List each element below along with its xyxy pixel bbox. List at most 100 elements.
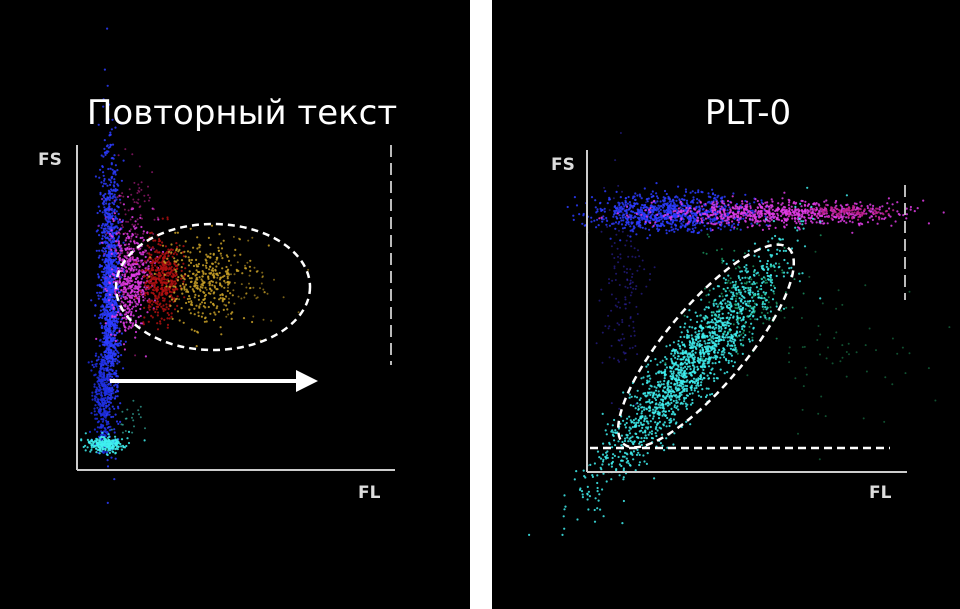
dot [109,167,112,170]
dot [134,281,137,284]
dot [114,328,117,331]
dot [183,296,186,299]
dot [581,222,584,225]
dot [108,232,111,236]
dot [823,222,826,225]
dot [115,240,118,243]
dot [115,369,118,372]
dot [105,419,108,422]
dot [144,269,147,272]
dot [692,201,695,204]
dot [127,441,131,445]
dot [127,307,130,310]
dot [112,210,115,213]
dot [781,207,784,210]
dot [109,396,112,399]
dot [716,217,720,220]
dot [101,356,105,359]
dot [109,196,112,199]
dot [136,233,139,236]
dot [720,197,723,200]
dot [127,237,130,240]
dot [170,315,173,318]
dot [696,201,699,204]
dot [102,98,105,101]
dot [794,202,797,205]
dot [146,291,149,294]
dot [736,215,739,218]
dot [777,214,780,217]
dot [121,431,124,434]
dot [108,248,111,251]
dot [252,315,255,318]
dot [905,213,909,216]
dot [129,301,132,304]
dot [115,232,118,235]
dot [674,227,677,230]
dot [106,337,109,340]
dot [122,195,125,198]
dot [103,369,106,372]
dot [625,217,629,220]
dot [655,217,658,220]
dot [639,208,643,211]
dot [88,430,92,433]
dot [128,268,131,270]
dot [204,316,207,319]
dot [102,403,105,406]
dot [146,231,149,234]
dot [100,358,103,361]
dot [106,292,110,295]
dot [115,261,118,264]
dot [106,310,109,313]
dot [111,396,114,399]
dot [138,299,141,303]
dot [151,269,154,272]
dot [104,396,107,400]
dot [108,429,111,432]
dot [103,209,106,212]
dot [147,258,150,261]
dot [98,339,102,342]
dot [111,223,114,226]
dot [124,326,127,329]
dot [113,277,116,280]
dot [131,256,134,258]
dot [743,207,746,210]
dot [798,209,801,212]
dot [125,297,129,300]
dot [165,281,168,284]
dot [103,281,107,284]
dot [104,406,108,409]
dot [119,312,122,315]
dot [776,216,779,219]
dot [609,237,612,240]
dot [657,204,660,207]
dot [131,324,134,327]
dot [112,171,115,174]
dot [159,320,162,323]
dot [129,258,132,261]
dot [116,438,119,441]
dot [595,226,598,229]
dot [108,451,111,454]
dot [93,413,96,416]
dot [120,267,123,270]
dot [773,215,777,218]
dot [927,222,931,225]
dot [107,221,110,224]
dot [132,413,134,415]
dot [175,282,178,285]
dot [167,254,170,257]
dot [101,237,104,240]
dot [101,224,104,227]
dot [110,321,113,324]
dot [99,402,102,406]
dot [260,282,263,285]
dot [100,198,103,200]
dot [794,208,797,212]
dot [793,201,796,204]
dot [127,259,130,262]
dot [764,215,767,218]
dot [129,321,132,324]
